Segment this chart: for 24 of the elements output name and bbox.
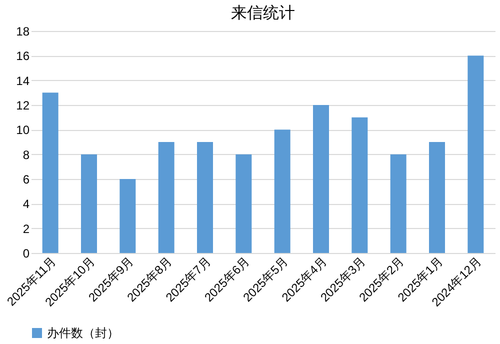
bar <box>42 92 58 253</box>
bar <box>468 56 484 253</box>
y-tick-label: 4 <box>22 197 30 212</box>
bar <box>81 154 97 253</box>
y-tick-label: 8 <box>22 148 30 162</box>
bar <box>158 142 174 253</box>
legend-label: 办件数（封） <box>47 326 119 340</box>
bar <box>120 179 136 253</box>
y-tick-label: 12 <box>16 98 30 112</box>
y-tick-label: 2 <box>22 222 30 236</box>
y-tick-label: 10 <box>16 123 30 138</box>
y-tick-label: 14 <box>16 74 30 88</box>
y-tick-label: 6 <box>22 172 30 186</box>
chart-title: 来信统计 <box>231 4 295 22</box>
y-tick-label: 0 <box>22 246 30 260</box>
y-tick-label: 18 <box>16 24 30 38</box>
bar <box>429 142 445 253</box>
bar <box>313 105 329 253</box>
bar <box>352 117 368 253</box>
bar <box>390 154 406 253</box>
bar <box>274 130 290 253</box>
bar <box>197 142 213 253</box>
bar <box>236 154 252 253</box>
y-tick-label: 16 <box>16 49 30 64</box>
